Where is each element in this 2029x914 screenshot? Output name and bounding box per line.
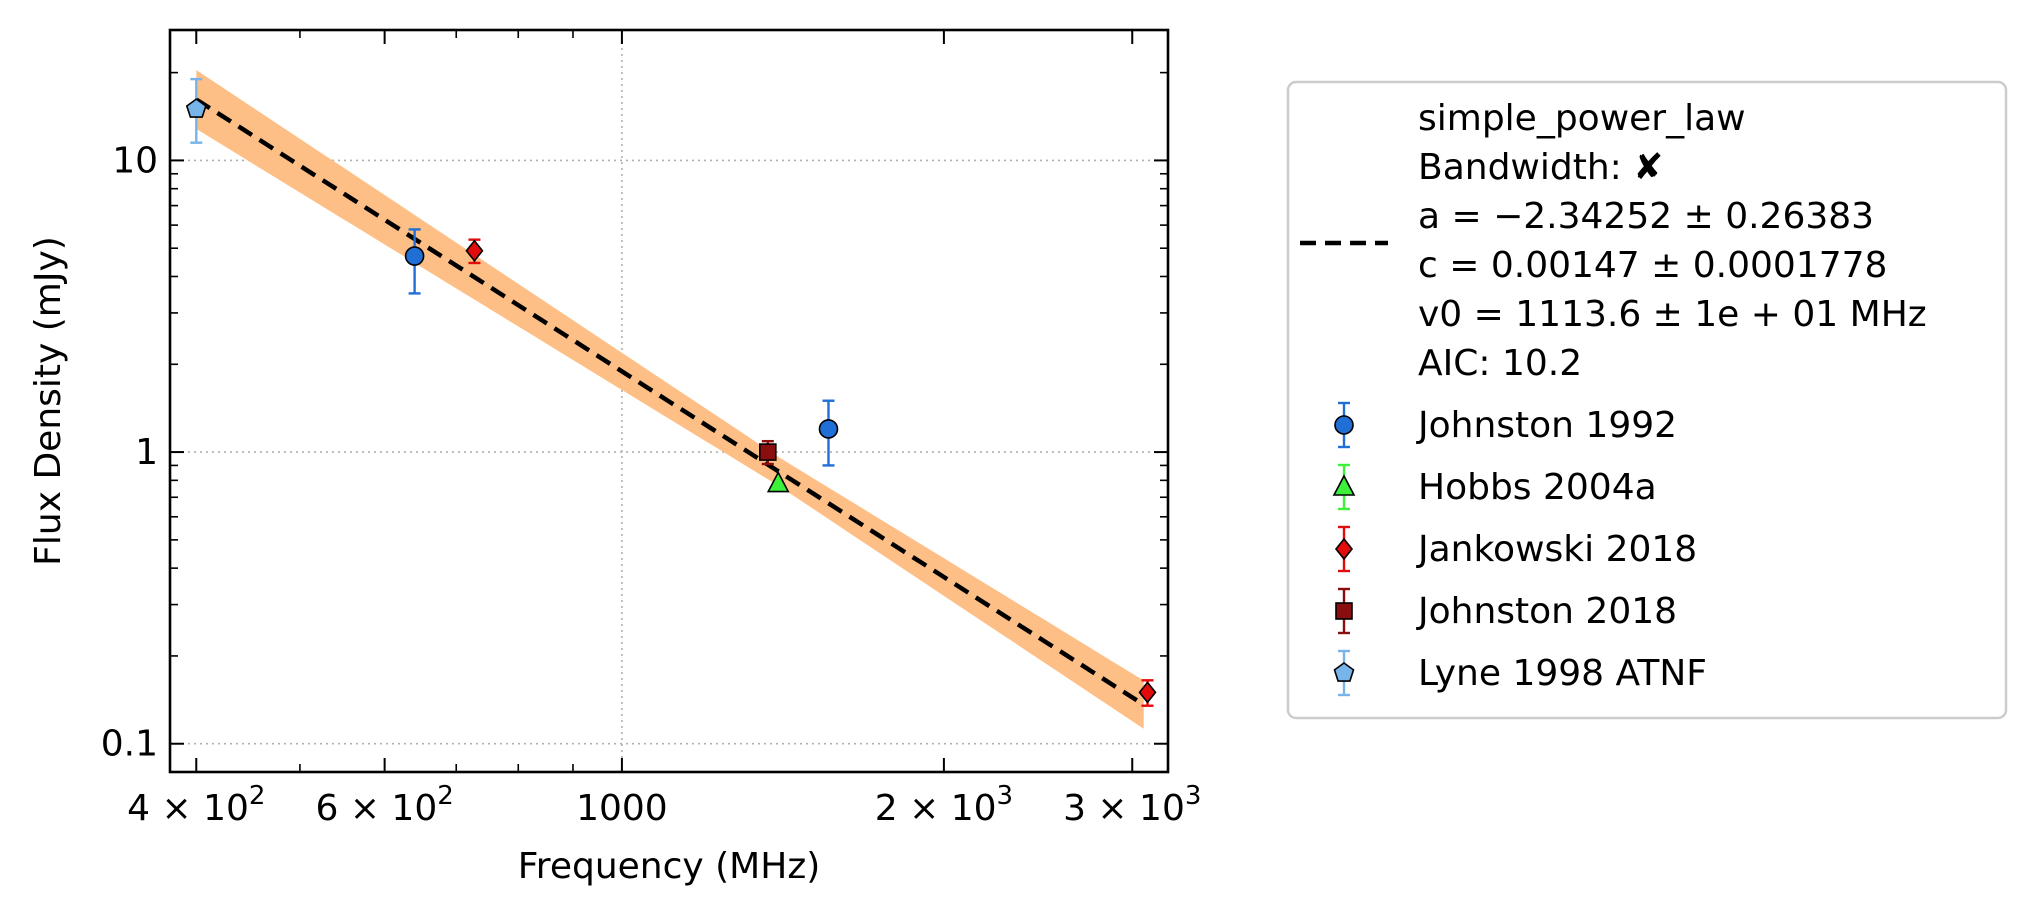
data-point (818, 419, 839, 439)
y-axis-label: Flux Density (mJy) (28, 236, 69, 566)
legend-fit-text: a = −2.34252 ± 0.26383 (1418, 196, 1874, 237)
legend-fit-text: AIC: 10.2 (1418, 343, 1582, 384)
data-point (185, 98, 207, 118)
x-tick-label: 3 × 103 (1063, 781, 1201, 829)
legend-marker (1334, 415, 1354, 435)
axis-ticks (170, 30, 1168, 772)
legend-fit-text: v0 = 1113.6 ± 1e + 01 MHz (1418, 294, 1927, 335)
fit-line (195, 97, 1145, 707)
y-tick-label: 1 (135, 432, 158, 473)
x-tick-label-exponent: 2 (437, 781, 454, 811)
x-tick-label-base: 1000 (576, 788, 668, 829)
fit-uncertainty-band (196, 70, 1144, 729)
fit-line-group (195, 97, 1145, 707)
data-point (465, 239, 484, 263)
legend-fit-text: Bandwidth: ✘ (1418, 147, 1663, 188)
x-tick-label: 2 × 103 (875, 781, 1013, 829)
legend-marker (1332, 474, 1356, 496)
y-tick-label: 10 (112, 140, 158, 181)
x-tick-label-exponent: 3 (997, 781, 1014, 811)
x-tick-label-exponent: 3 (1185, 781, 1202, 811)
legend-series-label: Johnston 1992 (1416, 405, 1677, 446)
y-tick-label: 0.1 (101, 724, 158, 765)
grid-lines (170, 30, 1168, 772)
data-point (1138, 681, 1157, 704)
legend-series-label: Hobbs 2004a (1418, 467, 1657, 508)
x-tick-label-base: 2 × 10 (875, 788, 997, 829)
data-points (185, 77, 1157, 707)
legend-series-label: Johnston 2018 (1416, 591, 1677, 632)
legend-marker (1334, 537, 1354, 561)
plot-frame (168, 28, 1170, 774)
legend-marker (1333, 662, 1355, 682)
fit-uncertainty-band-group (196, 70, 1144, 729)
x-tick-label-base: 6 × 10 (315, 788, 437, 829)
legend-series-label: Jankowski 2018 (1416, 529, 1697, 570)
x-tick-label: 1000 (576, 788, 668, 829)
data-point (759, 443, 777, 461)
data-point (766, 470, 790, 493)
legend-series-label: Lyne 1998 ATNF (1418, 653, 1707, 694)
x-tick-label: 4 × 102 (127, 781, 265, 829)
legend-fit-text: c = 0.00147 ± 0.0001778 (1418, 245, 1887, 286)
x-tick-label-base: 3 × 10 (1063, 788, 1185, 829)
x-tick-label-exponent: 2 (249, 781, 266, 811)
legend-frame (1286, 80, 2008, 720)
legend: simple_power_law Bandwidth: ✘ a = −2.34252… (1286, 80, 2008, 720)
x-axis-label: Frequency (MHz) (518, 846, 821, 887)
x-tick-label-base: 4 × 10 (127, 788, 249, 829)
x-tick-label: 6 × 102 (315, 781, 453, 829)
legend-marker (1335, 602, 1353, 620)
data-point (404, 246, 425, 266)
legend-fit-text: simple_power_law (1418, 98, 1746, 139)
